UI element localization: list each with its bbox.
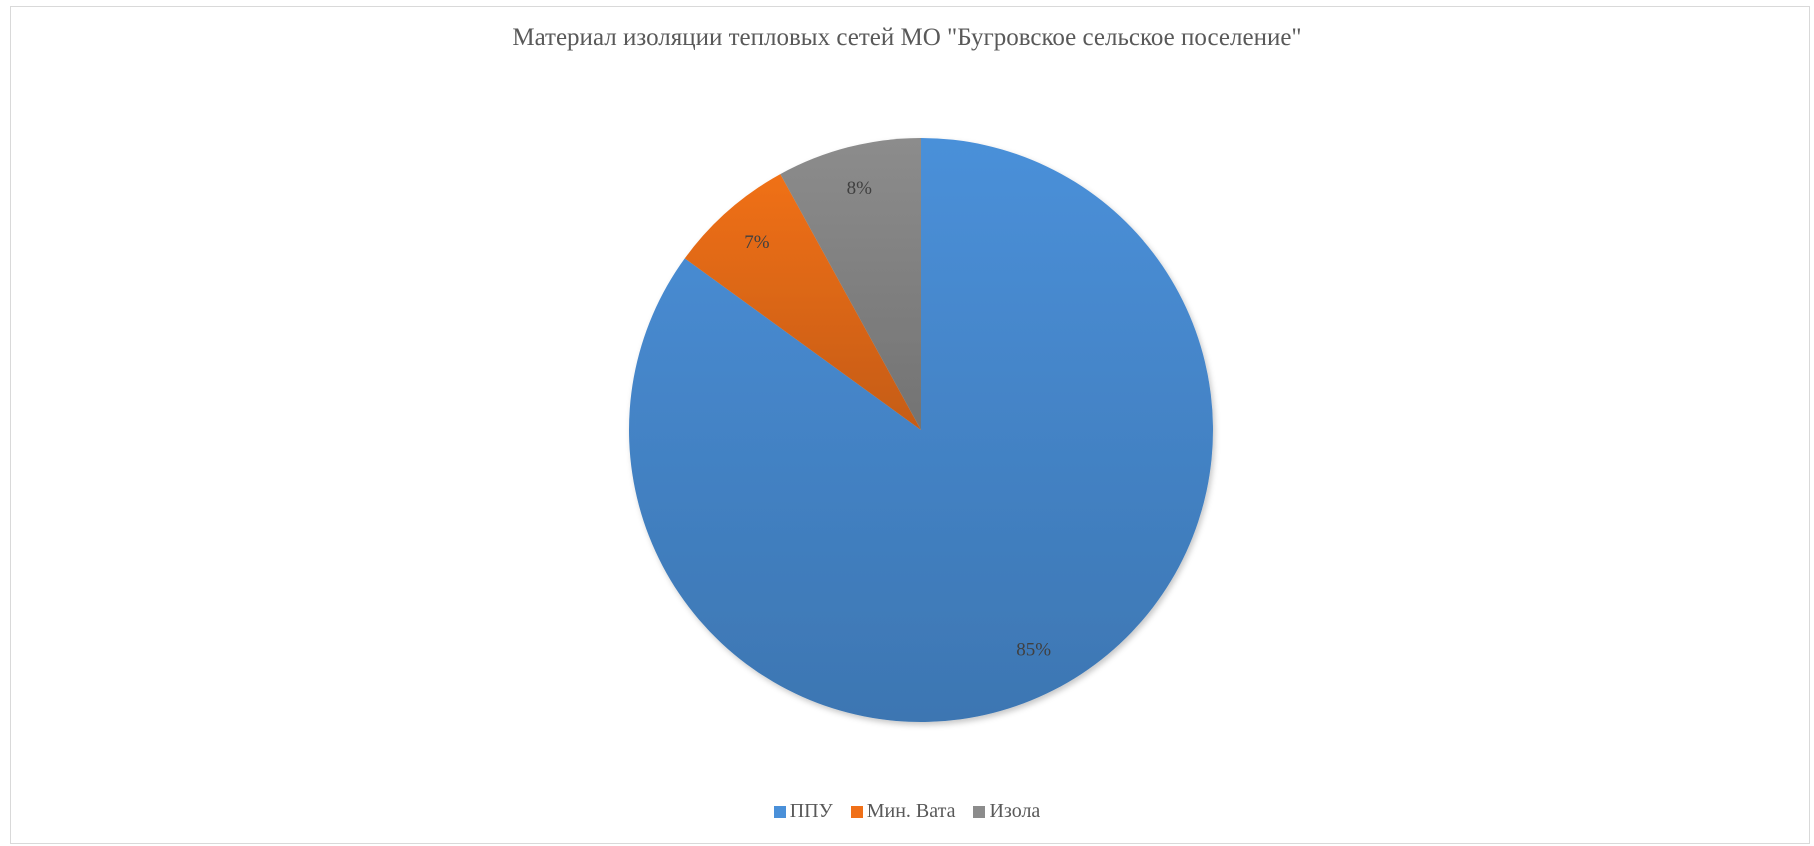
- legend-item-2: Мин. Вата: [850, 800, 956, 823]
- legend-label-2: Мин. Вата: [866, 800, 956, 822]
- pie-slice-1: [628, 138, 1213, 722]
- chart-legend: ППУ Мин. Вата Изола: [0, 800, 1814, 823]
- data-label-2: 7%: [744, 232, 770, 253]
- data-label-3: 8%: [847, 178, 873, 199]
- data-label-1: 85%: [1016, 640, 1051, 661]
- legend-item-1: ППУ: [773, 800, 833, 823]
- legend-item-3: Изола: [973, 800, 1040, 823]
- pie-slice-3: [780, 138, 921, 430]
- legend-swatch-1: [773, 805, 786, 818]
- legend-swatch-3: [973, 805, 986, 818]
- pie-slice-2: [684, 174, 921, 430]
- chart-title: Материал изоляции тепловых сетей МО "Буг…: [512, 24, 1302, 51]
- legend-label-3: Изола: [989, 800, 1041, 822]
- legend-swatch-2: [850, 805, 863, 818]
- legend-label-1: ППУ: [789, 800, 833, 822]
